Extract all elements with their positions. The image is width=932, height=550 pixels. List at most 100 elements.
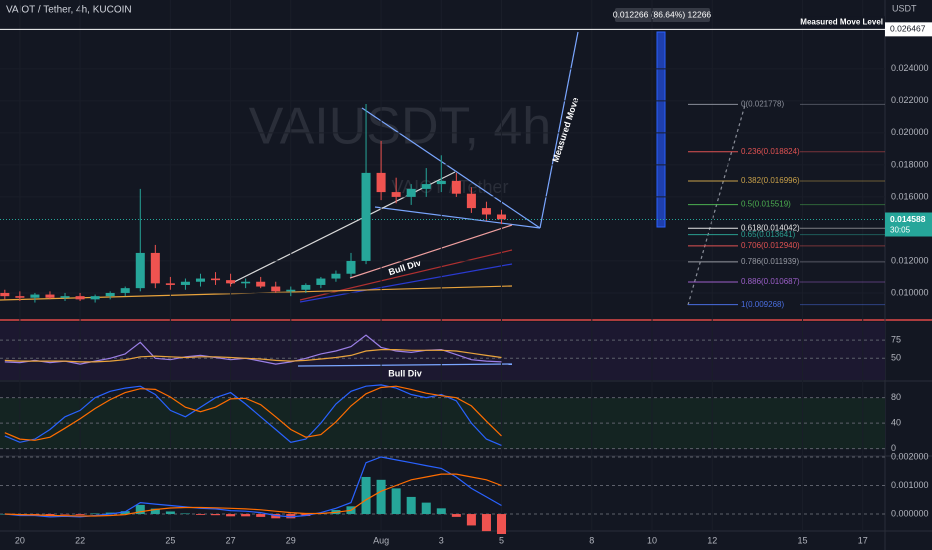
indicator-line (4, 473, 502, 517)
histogram-bar (120, 511, 130, 515)
x-tick-label: 29 (286, 535, 296, 545)
y-tick-label: 50 (891, 353, 901, 363)
histogram-bar (90, 513, 100, 515)
x-tick-label: Aug (373, 535, 389, 545)
y-tick-label: 0.010000 (891, 287, 929, 297)
histogram-bar (75, 514, 85, 515)
fib-label: 0.5(0.015519) (741, 200, 791, 209)
y-unit: USDT (892, 3, 917, 13)
y-tick-label: 0.000000 (891, 508, 929, 518)
x-tick-label: 20 (15, 535, 25, 545)
x-tick-label: 12 (707, 535, 717, 545)
candle-body (496, 214, 507, 220)
candle-body (165, 283, 175, 285)
histogram-bar (150, 508, 160, 515)
chart-title: VAIOT / Tether, 4h, KUCOIN (6, 5, 132, 16)
y-tick-label: 80 (891, 392, 901, 402)
last-price-text: 0.014588 (890, 214, 926, 224)
fib-label: 0.65(0.013641) (741, 230, 796, 239)
measured-move-bar (656, 31, 666, 228)
candle-body (301, 284, 311, 290)
candle-body (241, 281, 251, 284)
fib-label: 0.786(0.011939) (741, 257, 799, 266)
histogram-bar (226, 514, 236, 517)
candle-body (436, 180, 446, 185)
histogram-bar (466, 514, 476, 526)
candle-body (211, 278, 221, 281)
histogram-bar (60, 514, 70, 515)
candle-body (256, 281, 266, 287)
y-tick-label: 0.024000 (891, 63, 929, 73)
fib-label: 0.706(0.012940) (741, 241, 800, 250)
y-tick-label: 0.022000 (891, 95, 929, 105)
stoch-band (0, 398, 885, 449)
fib-label: 0.236(0.018824) (741, 147, 800, 156)
histogram-bar (406, 496, 416, 515)
y-tick-label: 75 (891, 335, 901, 345)
bull-div-line (349, 224, 513, 279)
candle-body (361, 172, 371, 261)
histogram-bar (451, 514, 461, 517)
histogram-bar (195, 514, 205, 515)
histogram-bar (496, 514, 507, 534)
fib-label: 1(0.009268) (741, 300, 784, 309)
candle-body (346, 260, 356, 274)
indicator-line (4, 334, 502, 365)
histogram-bar (256, 514, 266, 517)
candle-body (180, 281, 190, 285)
candle-body (60, 296, 70, 298)
level-label: Measured Move Level (800, 17, 883, 26)
candle-body (75, 296, 85, 300)
candle-body (451, 180, 461, 194)
y-tick-label: 0.002000 (891, 451, 929, 461)
candle-body (391, 192, 401, 197)
candle-body (331, 273, 341, 279)
candle-body (15, 296, 25, 298)
indicator-line (4, 384, 502, 446)
candle-body (120, 288, 130, 293)
histogram-bar (481, 514, 491, 532)
x-tick-label: 10 (647, 535, 657, 545)
rsi-band (0, 322, 885, 380)
y-tick-label: 40 (891, 418, 901, 428)
last-price-tag (885, 212, 932, 237)
price-tag (885, 22, 932, 37)
x-tick-label: 27 (226, 535, 236, 545)
y-tick-label: 0 (891, 443, 896, 453)
histogram-bar (376, 479, 386, 515)
candle-body (30, 294, 40, 298)
indicator-line (4, 349, 502, 363)
y-tick-label: 0.020000 (891, 127, 929, 137)
candle-body (271, 286, 281, 292)
histogram-bar (211, 514, 221, 516)
candle-body (481, 208, 491, 215)
ma-line (299, 249, 513, 301)
ma-line (299, 263, 513, 303)
candle-body (316, 278, 326, 285)
x-tick-label: 15 (798, 535, 808, 545)
candle-body (0, 292, 10, 297)
candle-body (105, 292, 115, 297)
ma-line (229, 171, 456, 285)
histogram-bar (180, 513, 190, 515)
fib-label: 0.382(0.016996) (741, 176, 800, 185)
histogram-bar (271, 514, 281, 519)
measured-move-box-text: 0.012266 (86.64%) 12266 (613, 9, 712, 19)
y-tick-label: 0.001000 (891, 480, 929, 490)
x-tick-label: 5 (499, 535, 504, 545)
candle-body (466, 193, 476, 209)
y-tick-label: 0.016000 (891, 191, 929, 201)
measured-move-line (539, 31, 579, 229)
candle-body (135, 252, 145, 289)
candle-body (406, 188, 416, 197)
watermark-sub: VAIOT / Tether (391, 177, 508, 197)
wedge-line (361, 107, 541, 229)
x-tick-label: 17 (858, 535, 868, 545)
histogram-bar (436, 508, 446, 515)
candle-body (376, 172, 386, 193)
fib-label: 0.886(0.010687) (741, 277, 800, 286)
level-label-bg (805, 16, 885, 28)
x-tick-label: 8 (589, 535, 594, 545)
candle-body (195, 278, 205, 282)
